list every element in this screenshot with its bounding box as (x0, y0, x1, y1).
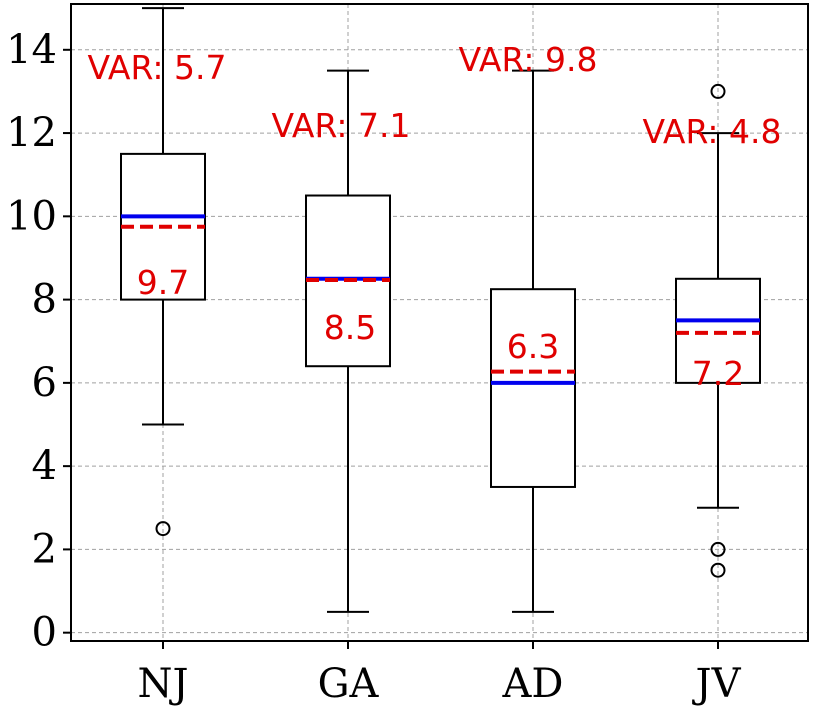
box-ad (490, 69, 576, 613)
x-tick-label: GA (318, 661, 380, 706)
y-tick-label: 6 (32, 360, 57, 406)
box-jv (675, 83, 761, 578)
mean-value-label: 6.3 (507, 327, 559, 366)
box-layer (120, 7, 761, 613)
box-nj (120, 7, 206, 537)
y-tick-label: 2 (32, 526, 57, 572)
axis-layer: 0 2 4 6 8 10 12 14 NJ GA AD JV (6, 27, 741, 706)
iqr-box (490, 288, 576, 488)
y-tick-label: 10 (6, 193, 57, 239)
y-tick-label: 14 (6, 27, 57, 73)
mean-value-label: 7.2 (692, 354, 744, 393)
outlier-point (710, 541, 726, 557)
annotation-layer: 9.7 VAR: 5.7 8.5 VAR: 7.1 6.3 VAR: 9.8 7.2 VAR:… (87, 40, 781, 393)
y-tick-label: 12 (6, 110, 57, 156)
outlier-point (710, 83, 726, 99)
y-tick-label: 8 (32, 277, 57, 323)
box-ga (305, 69, 391, 613)
x-tick-label: AD (502, 661, 564, 706)
mean-value-label: 9.7 (137, 263, 189, 302)
variance-label: VAR: 5.7 (87, 48, 226, 87)
x-tick-label: NJ (137, 661, 188, 706)
x-tick-label: JV (692, 661, 742, 706)
variance-label: VAR: 7.1 (271, 106, 410, 145)
variance-label: VAR: 4.8 (642, 112, 781, 151)
y-tick-label: 4 (32, 443, 57, 489)
plot-frame (70, 3, 809, 642)
mean-value-label: 8.5 (324, 308, 376, 347)
outlier-point (155, 521, 171, 537)
iqr-box (675, 277, 761, 384)
y-tick-label: 0 (32, 610, 57, 656)
variance-label: VAR: 9.8 (458, 40, 597, 79)
outlier-point (710, 562, 726, 578)
